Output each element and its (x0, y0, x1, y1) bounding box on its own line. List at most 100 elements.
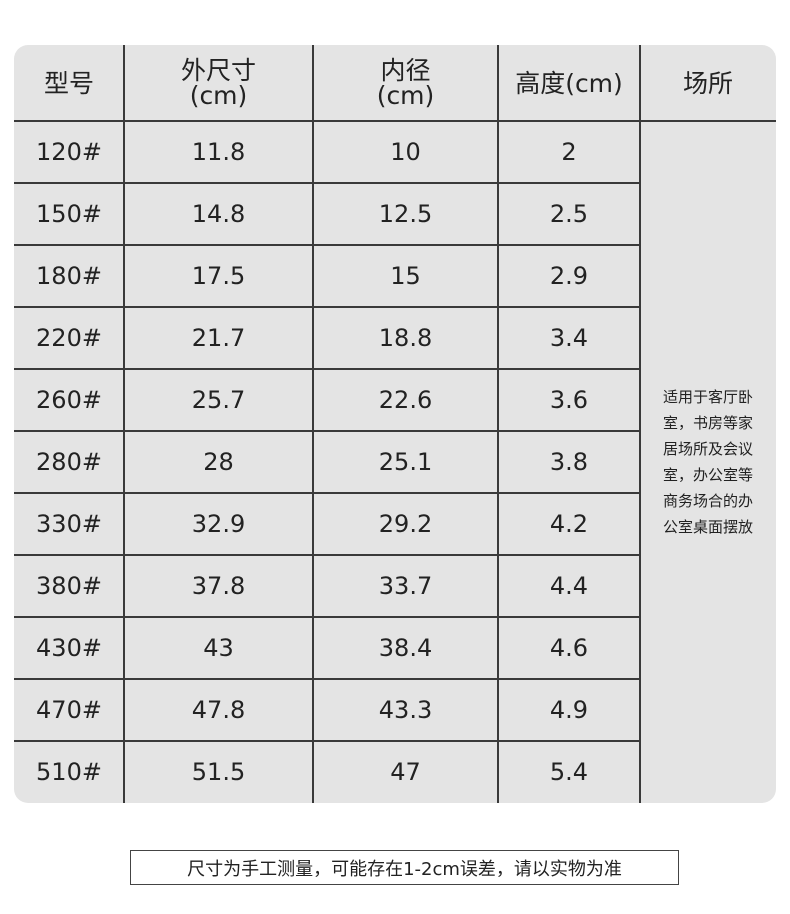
cell-text: 28 (203, 448, 234, 476)
table-cell: 37.8 (124, 555, 313, 617)
cell-text: 150# (36, 200, 102, 228)
cell-text: 2 (561, 138, 577, 166)
table-cell: 380# (14, 555, 124, 617)
table-cell: 25.7 (124, 369, 313, 431)
note-cell: 适用于客厅卧 室，书房等家 居场所及会议 室，办公室等 商务场合的办 公室桌面摆放 (640, 121, 776, 803)
cell-text: 10 (390, 138, 421, 166)
cell-text: 260# (36, 386, 102, 414)
table-cell: 43 (124, 617, 313, 679)
column-line (123, 45, 125, 803)
table-cell: 51.5 (124, 741, 313, 803)
header-cell: 场所 (640, 45, 776, 121)
table-cell: 2.9 (498, 245, 640, 307)
cell-text: 430# (36, 634, 102, 662)
table-cell: 25.1 (313, 431, 498, 493)
header-text: 内径 (380, 56, 431, 85)
row-line (14, 678, 640, 680)
cell-text: 15 (390, 262, 421, 290)
header-text: 外尺寸 (180, 56, 256, 85)
column-line (312, 45, 314, 803)
row-line (14, 554, 640, 556)
table-cell: 21.7 (124, 307, 313, 369)
cell-text: 37.8 (191, 572, 246, 600)
table-cell: 12.5 (313, 183, 498, 245)
cell-text: 22.6 (378, 386, 433, 414)
cell-text: 470# (36, 696, 102, 724)
cell-text: 180# (36, 262, 102, 290)
table-cell: 4.2 (498, 493, 640, 555)
table-cell: 43.3 (313, 679, 498, 741)
header-line (14, 120, 776, 122)
cell-text: 17.5 (191, 262, 246, 290)
table-cell: 38.4 (313, 617, 498, 679)
table-cell: 33.7 (313, 555, 498, 617)
table-cell: 32.9 (124, 493, 313, 555)
table-cell: 120# (14, 121, 124, 183)
table-cell: 17.5 (124, 245, 313, 307)
header-text: (cm) (189, 81, 248, 110)
table-cell: 22.6 (313, 369, 498, 431)
note-text: 适用于客厅卧 (662, 388, 753, 406)
column-line (639, 45, 641, 803)
row-line (14, 306, 640, 308)
row-line (14, 244, 640, 246)
header-text: 型号 (43, 68, 94, 98)
table-cell: 3.8 (498, 431, 640, 493)
cell-text: 25.1 (378, 448, 433, 476)
table-cell: 5.4 (498, 741, 640, 803)
row-line (14, 368, 640, 370)
table-cell: 220# (14, 307, 124, 369)
table-cell: 4.9 (498, 679, 640, 741)
note-text: 室，办公室等 (662, 466, 753, 484)
size-table: 型号 外尺寸 (cm) 内径 (cm) 高度(cm) 场所 120# 11.8 10 2 150# 14… (14, 45, 776, 803)
cell-text: 4.9 (549, 696, 589, 724)
table-cell: 3.4 (498, 307, 640, 369)
row-line (14, 492, 640, 494)
note-text: 商务场合的办 (662, 492, 753, 510)
cell-text: 47 (390, 758, 421, 786)
table-cell: 47 (313, 741, 498, 803)
cell-text: 14.8 (191, 200, 246, 228)
table-cell: 28 (124, 431, 313, 493)
table-cell: 2.5 (498, 183, 640, 245)
table-cell: 470# (14, 679, 124, 741)
table-cell: 11.8 (124, 121, 313, 183)
table-cell: 47.8 (124, 679, 313, 741)
cell-text: 11.8 (191, 138, 246, 166)
cell-text: 3.6 (549, 386, 589, 414)
cell-text: 38.4 (378, 634, 433, 662)
cell-text: 29.2 (378, 510, 433, 538)
cell-text: 330# (36, 510, 102, 538)
header-cell: 型号 (14, 45, 124, 121)
table-cell: 260# (14, 369, 124, 431)
cell-text: 33.7 (378, 572, 433, 600)
cell-text: 120# (36, 138, 102, 166)
cell-text: 220# (36, 324, 102, 352)
cell-text: 3.4 (549, 324, 589, 352)
cell-text: 12.5 (378, 200, 433, 228)
table-cell: 4.6 (498, 617, 640, 679)
table-cell: 14.8 (124, 183, 313, 245)
row-line (14, 740, 640, 742)
column-line (497, 45, 499, 803)
cell-text: 18.8 (378, 324, 433, 352)
cell-text: 47.8 (191, 696, 246, 724)
row-line (14, 430, 640, 432)
table-cell: 2 (498, 121, 640, 183)
cell-text: 32.9 (191, 510, 246, 538)
cell-text: 3.8 (549, 448, 589, 476)
cell-text: 510# (36, 758, 102, 786)
cell-text: 25.7 (191, 386, 246, 414)
row-line (14, 182, 640, 184)
table-cell: 29.2 (313, 493, 498, 555)
note-text: 室，书房等家 (662, 414, 753, 432)
cell-text: 2.9 (549, 262, 589, 290)
cell-text: 5.4 (549, 758, 589, 786)
table-cell: 430# (14, 617, 124, 679)
cell-text: 43 (203, 634, 234, 662)
table-cell: 150# (14, 183, 124, 245)
cell-text: 4.2 (549, 510, 589, 538)
table-cell: 180# (14, 245, 124, 307)
table-cell: 330# (14, 493, 124, 555)
